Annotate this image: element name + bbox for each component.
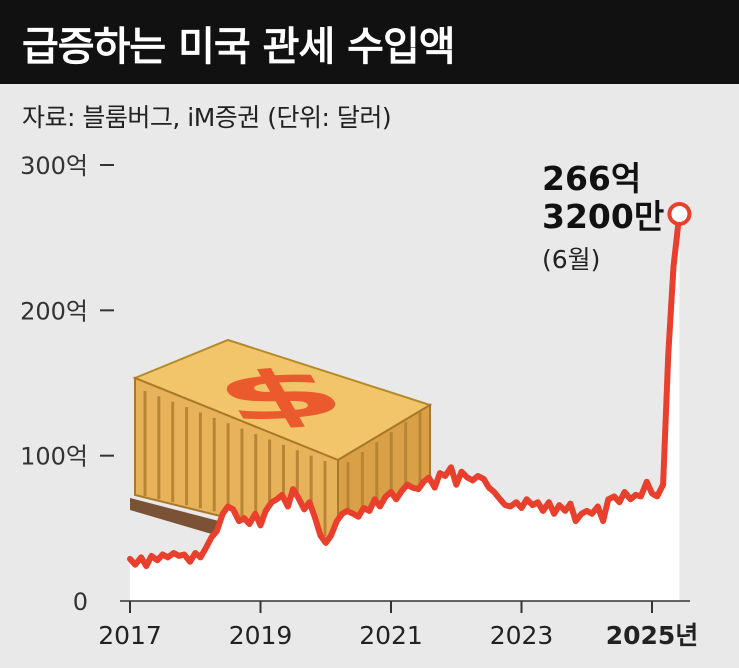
y-tick-label: 0 <box>73 588 88 616</box>
source-note: 자료: 블룸버그, iM증권 (단위: 달러) <box>22 103 392 132</box>
x-tick-label: 2025년 <box>606 621 699 650</box>
x-tick-label: 2023 <box>490 621 554 650</box>
chart-title: 급증하는 미국 관세 수입액 <box>22 24 456 70</box>
y-axis: 300억 200억 100억 0 <box>20 152 114 616</box>
annotation-line1: 266억 <box>542 159 641 198</box>
x-tick-label: 2021 <box>359 621 423 650</box>
x-tick-label: 2019 <box>229 621 293 650</box>
annotation-line3: (6월) <box>542 245 600 274</box>
y-tick-label: 300억 <box>20 152 88 180</box>
x-tick-label: 2017 <box>98 621 162 650</box>
title-bar: 급증하는 미국 관세 수입액 <box>0 0 739 84</box>
series-area <box>130 213 680 601</box>
series-line <box>127 210 683 570</box>
y-tick-label: 200억 <box>20 297 88 325</box>
x-axis: 2017 2019 2021 2023 2025년 <box>98 601 698 650</box>
y-tick-label: 100억 <box>20 443 88 471</box>
annotation-line2: 3200만 <box>542 197 664 236</box>
series-endpoint-marker <box>667 201 692 226</box>
